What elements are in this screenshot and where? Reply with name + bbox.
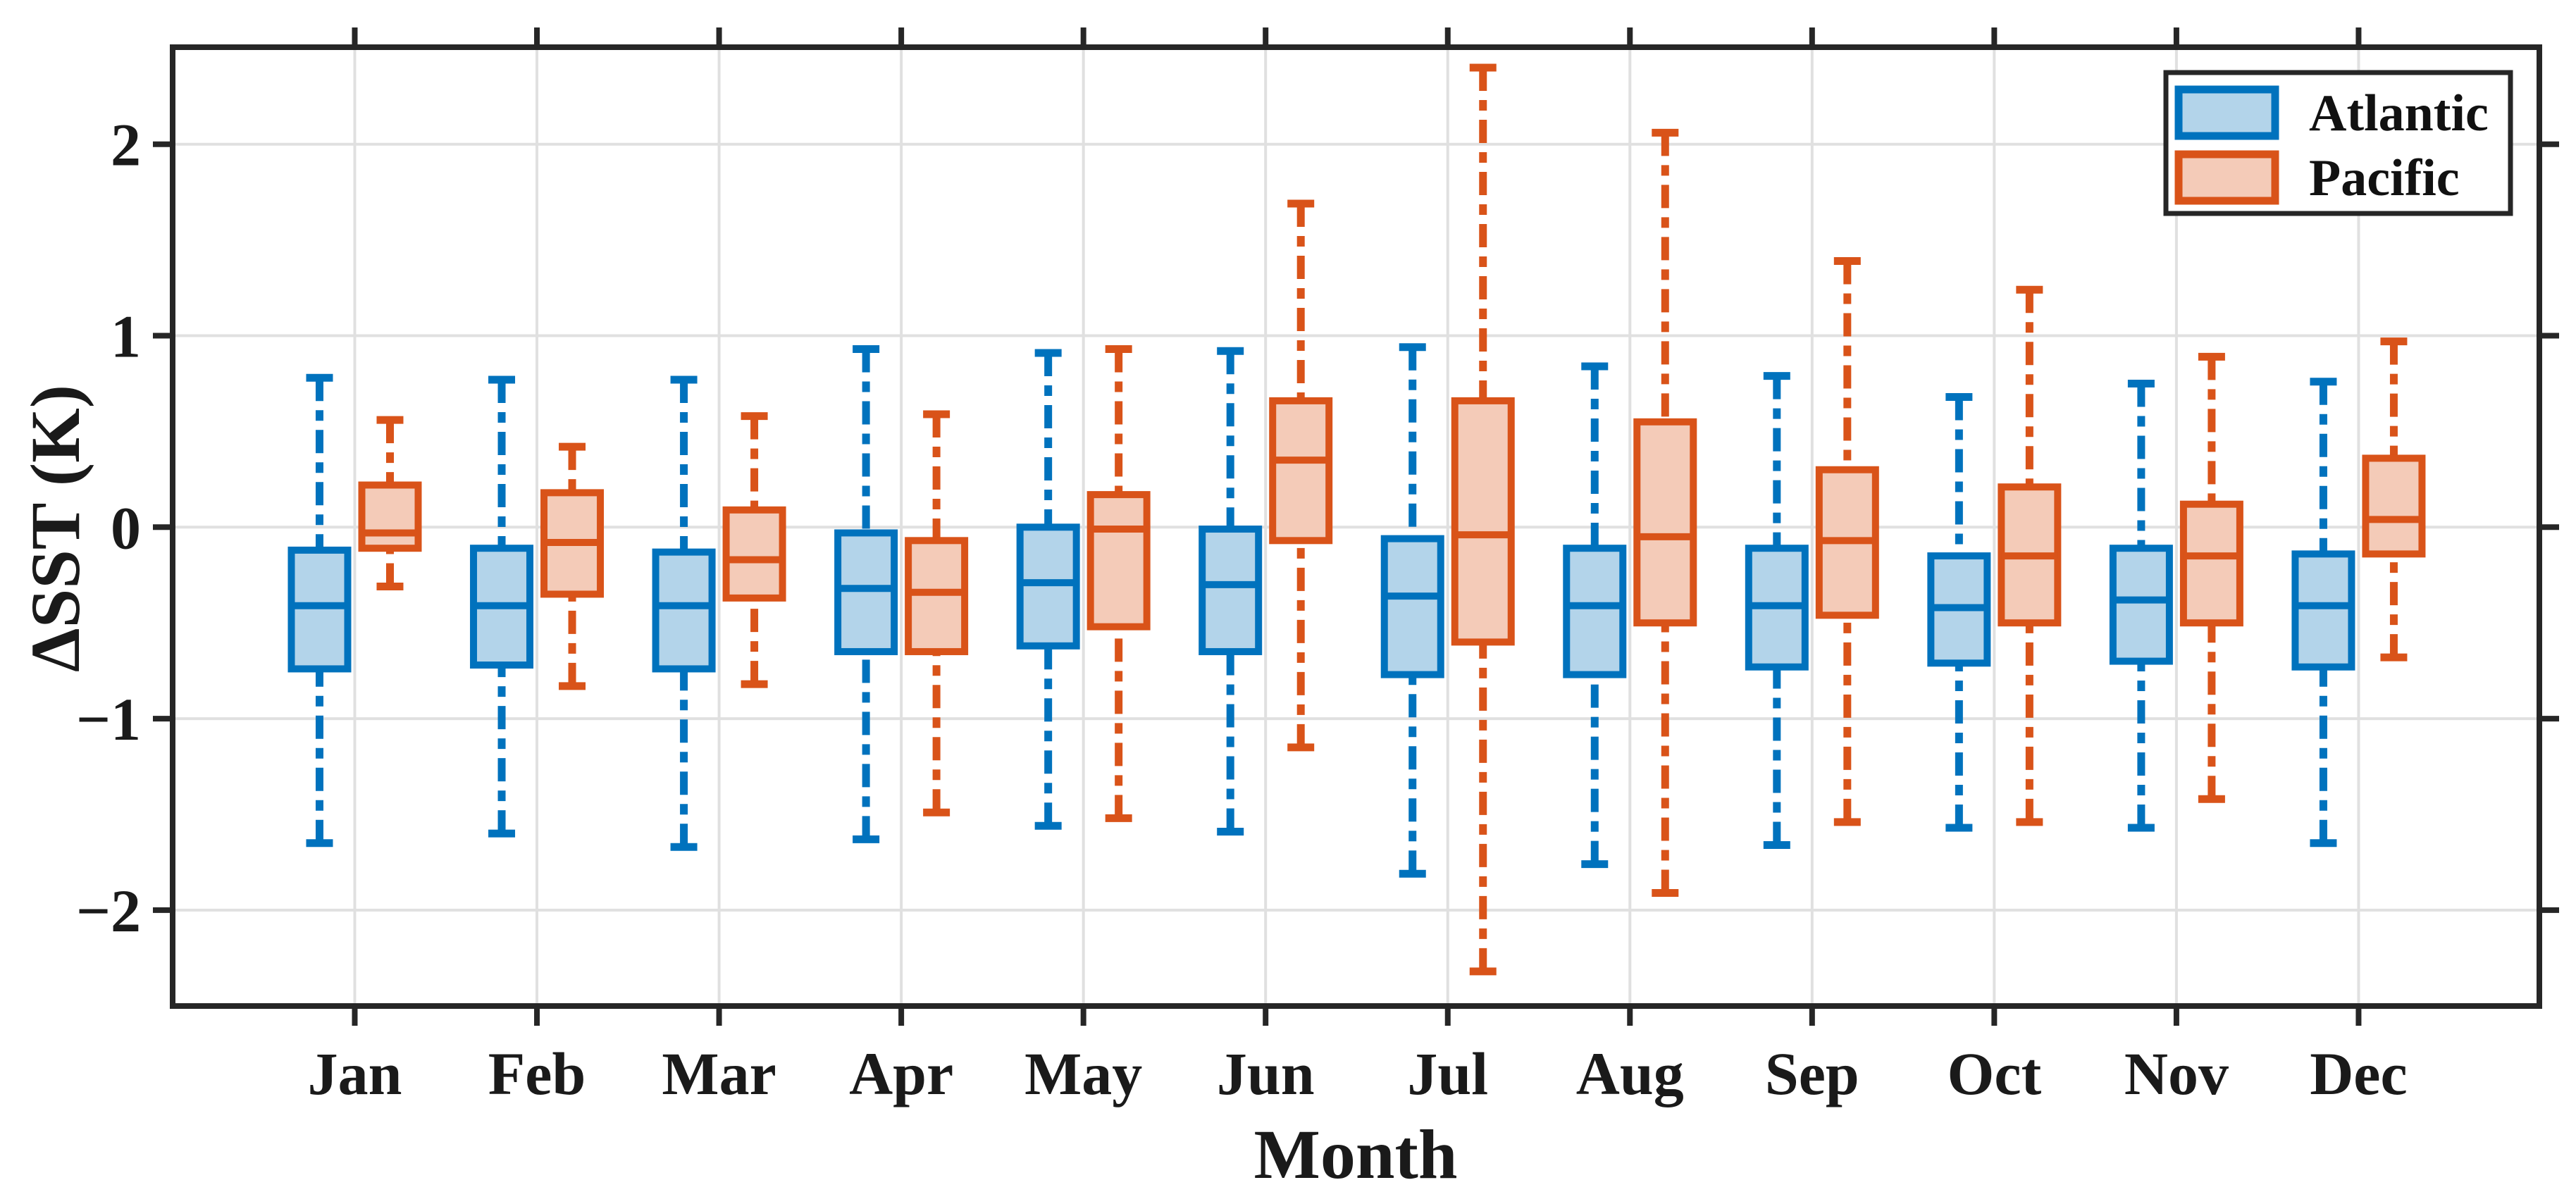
legend-swatch-atlantic-icon (2174, 85, 2279, 140)
x-tick-label: Nov (2124, 1040, 2229, 1107)
iqr-box (722, 506, 786, 602)
iqr-box (287, 546, 352, 673)
x-axis-title: Month (1254, 1115, 1458, 1192)
iqr-box (905, 537, 969, 655)
box-atlantic-may (1016, 349, 1080, 830)
x-tick-labels: Jan Feb Mar Apr May Jun Jul Aug Sep Oct Nov Dec (308, 1040, 2408, 1107)
box-atlantic-sep (1745, 372, 1809, 849)
box-pacific-jan (358, 416, 422, 591)
axis-ticks (153, 27, 2559, 1026)
box-pacific-sep (1815, 256, 1879, 826)
y-tick-label: 1 (111, 303, 141, 371)
iqr-box (1563, 545, 1627, 678)
x-tick-label: Jul (1407, 1040, 1488, 1107)
legend-label-pacific: Pacific (2309, 149, 2460, 207)
y-tick-label: −1 (76, 685, 141, 753)
x-tick-label: Apr (849, 1040, 953, 1107)
iqr-box (2179, 500, 2243, 627)
box-pacific-nov (2179, 352, 2243, 803)
x-tick-label: May (1024, 1040, 1142, 1107)
box-pacific-jul (1451, 63, 1515, 976)
box-pacific-oct (1998, 285, 2062, 826)
iqr-box (358, 481, 422, 552)
legend-label-atlantic: Atlantic (2309, 85, 2489, 142)
x-tick-label: Feb (488, 1040, 586, 1107)
iqr-box (1451, 397, 1515, 646)
iqr-box (2362, 454, 2426, 558)
y-tick-label: 0 (111, 494, 141, 561)
iqr-box (2109, 545, 2173, 665)
iqr-box (1199, 526, 1263, 655)
box-pacific-may (1086, 345, 1151, 822)
box-atlantic-mar (652, 375, 716, 851)
iqr-box (1380, 535, 1444, 678)
legend-swatch-pacific-icon (2174, 150, 2279, 205)
box-atlantic-aug (1563, 362, 1627, 869)
box-atlantic-nov (2109, 379, 2173, 832)
iqr-box (1269, 397, 1333, 545)
iqr-box (834, 529, 898, 655)
box-pacific-jun (1269, 199, 1333, 752)
x-tick-label: Dec (2310, 1040, 2407, 1107)
box-pacific-feb (540, 442, 605, 690)
box-atlantic-jun (1199, 347, 1263, 836)
x-tick-label: Aug (1576, 1040, 1684, 1107)
box-atlantic-apr (834, 345, 898, 843)
x-tick-label: Jun (1217, 1040, 1315, 1107)
box-pacific-apr (905, 410, 969, 817)
box-pacific-aug (1633, 128, 1697, 897)
plot-frame (170, 44, 2542, 1009)
x-tick-label: Mar (662, 1040, 776, 1107)
iqr-box (1086, 491, 1151, 631)
iqr-box (2291, 550, 2355, 671)
y-tick-label: 2 (111, 111, 141, 179)
box-atlantic-jan (287, 373, 352, 848)
y-tick-label: −2 (76, 877, 141, 945)
y-tick-labels: 2 1 0 −1 −2 (76, 111, 141, 945)
box-atlantic-feb (470, 375, 534, 838)
x-tick-label: Jan (308, 1040, 402, 1107)
box-series (287, 63, 2426, 976)
x-tick-label: Oct (1948, 1040, 2042, 1107)
box-atlantic-oct (1927, 392, 1991, 832)
x-tick-label: Sep (1765, 1040, 1859, 1107)
box-pacific-dec (2362, 337, 2426, 662)
iqr-box (652, 548, 716, 673)
box-atlantic-dec (2291, 378, 2355, 848)
legend: Atlantic Pacific (2163, 70, 2513, 216)
box-atlantic-jul (1380, 343, 1444, 878)
iqr-box (1016, 523, 1080, 650)
y-axis-title: ΔSST (K) (16, 385, 94, 672)
box-pacific-mar (722, 412, 786, 688)
iqr-box (1633, 418, 1697, 627)
